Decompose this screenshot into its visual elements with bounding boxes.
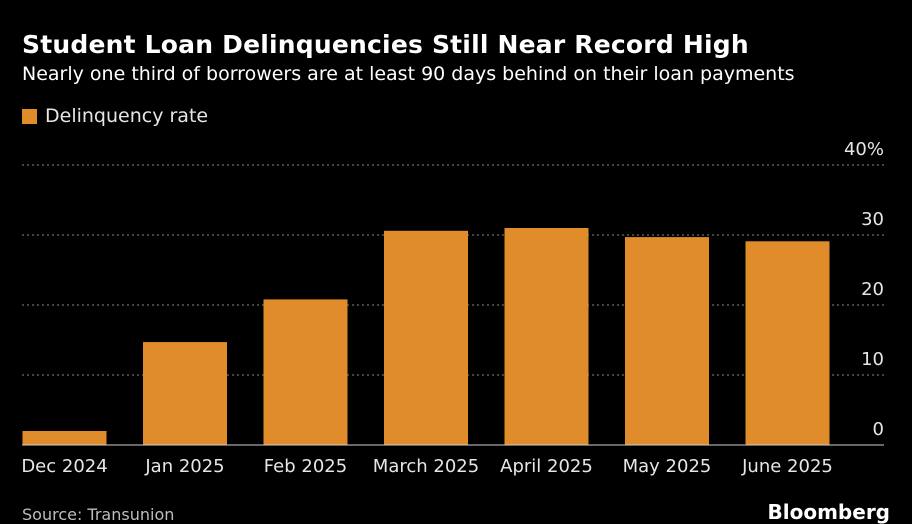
bar — [625, 237, 709, 445]
bar — [745, 241, 830, 445]
bar — [504, 228, 589, 445]
bar — [384, 230, 468, 445]
legend-swatch — [22, 108, 37, 124]
source-note: Source: Transunion — [22, 505, 175, 524]
y-tick-label: 20 — [861, 279, 884, 300]
bar — [22, 431, 107, 445]
x-tick-label: April 2025 — [500, 456, 593, 477]
y-tick-label: 10 — [861, 349, 884, 370]
chart-title: Student Loan Delinquencies Still Near Re… — [22, 30, 749, 59]
bar — [263, 299, 348, 445]
y-tick-label: 40% — [844, 139, 884, 160]
x-tick-label: Dec 2024 — [21, 456, 107, 477]
x-tick-label: June 2025 — [741, 456, 833, 477]
bar-chart: 0 10 20 30 40% Dec 2024 Jan 2025 Feb 2025 March … — [21, 139, 884, 477]
x-tick-label: Feb 2025 — [264, 456, 347, 477]
x-tick-label: March 2025 — [373, 456, 479, 477]
legend: Delinquency rate — [22, 105, 208, 127]
x-tick-label: May 2025 — [623, 456, 712, 477]
brand-logo: Bloomberg — [767, 500, 890, 524]
bar — [143, 342, 227, 445]
x-tick-label: Jan 2025 — [144, 456, 224, 477]
legend-label: Delinquency rate — [45, 105, 209, 127]
y-tick-label: 0 — [873, 419, 884, 440]
chart-subtitle: Nearly one third of borrowers are at lea… — [22, 63, 795, 85]
y-tick-label: 30 — [861, 209, 884, 230]
